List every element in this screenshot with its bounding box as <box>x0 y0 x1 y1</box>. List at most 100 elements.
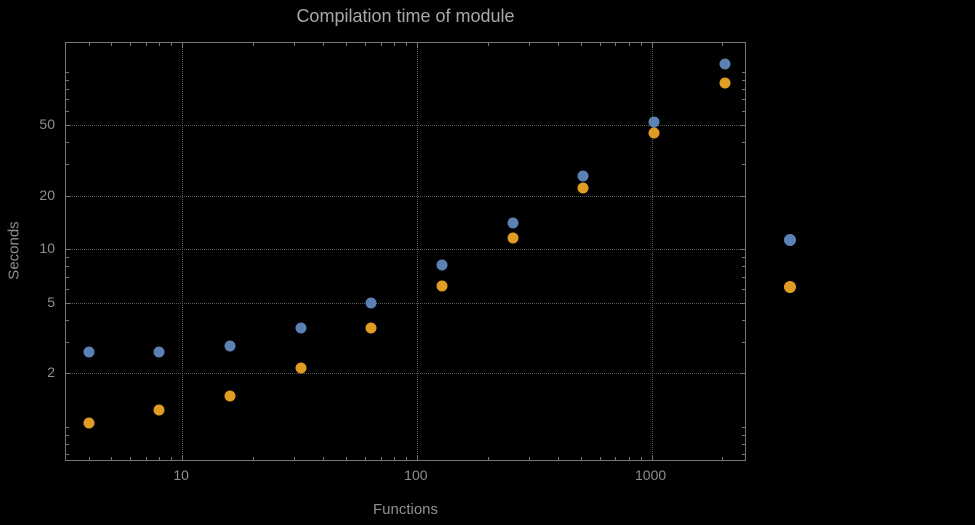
data-point-series-orange <box>365 322 377 334</box>
x-minor-tick <box>111 43 113 46</box>
y-minor-tick <box>742 443 745 445</box>
x-major-tick <box>416 455 418 460</box>
x-minor-tick <box>394 457 396 460</box>
y-minor-tick <box>66 426 69 428</box>
y-minor-tick <box>742 164 745 166</box>
data-point-series-orange <box>507 232 519 244</box>
y-minor-tick <box>742 266 745 268</box>
x-minor-tick <box>364 457 366 460</box>
y-minor-tick <box>66 99 69 101</box>
y-major-tick <box>66 195 71 197</box>
x-minor-tick <box>615 43 617 46</box>
x-minor-tick <box>323 43 325 46</box>
data-point-series-orange <box>153 404 165 416</box>
x-minor-tick <box>406 43 408 46</box>
x-major-tick <box>651 455 653 460</box>
x-axis-label: Functions <box>372 501 439 518</box>
y-minor-tick <box>742 88 745 90</box>
y-minor-tick <box>66 164 69 166</box>
y-minor-tick <box>742 71 745 73</box>
x-tick-label: 1000 <box>635 467 667 483</box>
grid-line-horizontal <box>66 302 745 304</box>
data-point-series-blue <box>365 297 377 309</box>
y-minor-tick <box>66 288 69 290</box>
x-minor-tick <box>159 43 161 46</box>
y-minor-tick <box>742 426 745 428</box>
x-minor-tick <box>628 457 630 460</box>
grid-line-vertical <box>182 43 184 460</box>
x-major-tick <box>416 43 418 48</box>
x-minor-tick <box>615 457 617 460</box>
y-minor-tick <box>66 266 69 268</box>
grid-line-horizontal <box>66 195 745 197</box>
x-minor-tick <box>406 457 408 460</box>
x-minor-tick <box>130 457 132 460</box>
x-minor-tick <box>599 43 601 46</box>
x-minor-tick <box>364 43 366 46</box>
x-minor-tick <box>159 457 161 460</box>
x-minor-tick <box>558 457 560 460</box>
y-minor-tick <box>742 99 745 101</box>
x-minor-tick <box>88 457 90 460</box>
x-minor-tick <box>252 43 254 46</box>
grid-line-vertical <box>651 43 653 460</box>
x-minor-tick <box>171 43 173 46</box>
y-tick-label: 50 <box>39 116 55 133</box>
data-point-series-orange <box>719 77 731 89</box>
x-minor-tick <box>628 43 630 46</box>
y-major-tick <box>740 195 745 197</box>
y-minor-tick <box>742 434 745 436</box>
y-tick-label: 20 <box>39 186 55 203</box>
y-minor-tick <box>66 88 69 90</box>
data-point-series-blue <box>83 346 95 358</box>
x-minor-tick <box>346 457 348 460</box>
y-tick-label: 2 <box>47 364 55 381</box>
y-major-tick <box>740 125 745 127</box>
legend-marker-series-orange <box>784 281 796 293</box>
y-minor-tick <box>66 257 69 259</box>
y-tick-label: 10 <box>39 240 55 257</box>
x-minor-tick <box>528 457 530 460</box>
x-minor-tick <box>487 43 489 46</box>
x-minor-tick <box>145 457 147 460</box>
y-major-tick <box>66 373 71 375</box>
y-minor-tick <box>66 276 69 278</box>
y-major-tick <box>66 302 71 304</box>
y-major-tick <box>740 249 745 251</box>
grid-line-horizontal <box>66 125 745 127</box>
y-minor-tick <box>742 276 745 278</box>
y-major-tick <box>66 249 71 251</box>
x-tick-label: 100 <box>404 467 428 483</box>
data-point-series-orange <box>577 182 589 194</box>
y-minor-tick <box>742 454 745 456</box>
x-minor-tick <box>599 457 601 460</box>
legend-marker-series-blue <box>784 234 796 246</box>
x-minor-tick <box>130 43 132 46</box>
y-minor-tick <box>742 142 745 144</box>
data-point-series-blue <box>224 340 236 352</box>
y-major-tick <box>740 373 745 375</box>
x-minor-tick <box>88 43 90 46</box>
x-minor-tick <box>346 43 348 46</box>
data-point-series-blue <box>719 58 731 70</box>
x-minor-tick <box>380 457 382 460</box>
y-minor-tick <box>66 142 69 144</box>
y-tick-label: 5 <box>47 293 55 310</box>
x-tick-label: 10 <box>173 467 189 483</box>
y-minor-tick <box>66 71 69 73</box>
y-minor-tick <box>66 319 69 321</box>
y-minor-tick <box>742 288 745 290</box>
x-minor-tick <box>145 43 147 46</box>
data-point-series-orange <box>224 390 236 401</box>
y-minor-tick <box>66 434 69 436</box>
y-minor-tick <box>742 342 745 344</box>
x-minor-tick <box>294 457 296 460</box>
y-minor-tick <box>742 111 745 113</box>
data-point-series-blue <box>436 259 448 271</box>
x-minor-tick <box>487 457 489 460</box>
data-point-series-blue <box>295 322 307 334</box>
x-minor-tick <box>580 43 582 46</box>
y-minor-tick <box>742 257 745 259</box>
y-major-tick <box>740 302 745 304</box>
